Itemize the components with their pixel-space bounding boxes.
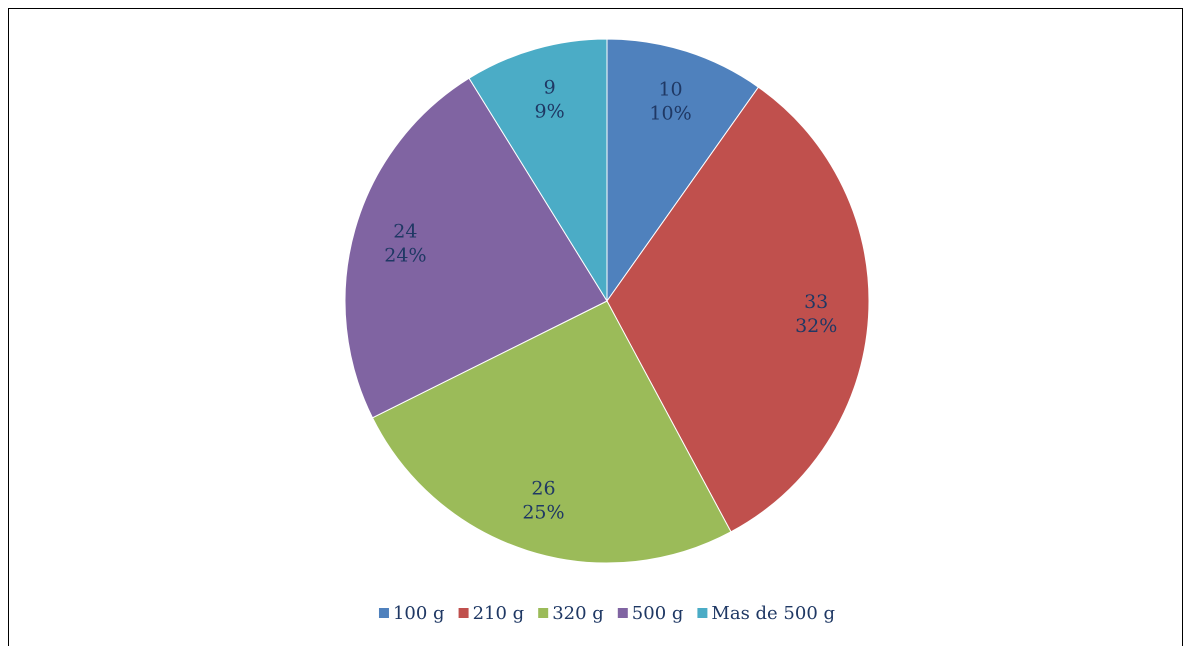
legend-label: 100 g [393,603,445,624]
legend-swatch [378,608,389,618]
legend-label: 320 g [552,603,604,624]
data-label: 10 [658,78,682,100]
percent-label: 32% [795,315,837,337]
legend: 100 g 210 g 320 g 500 g Mas de 500 g [378,603,835,624]
percent-label: 25% [522,502,564,524]
data-label: 9 [544,76,556,98]
pie-slice [344,77,608,419]
percent-label: 9% [535,100,565,122]
pie-slice [606,86,870,533]
percent-label: 24% [384,245,426,267]
pie-slice [606,38,760,303]
legend-swatch [458,608,469,618]
data-label: 24 [393,221,417,243]
legend-swatch [538,608,549,618]
legend-label: Mas de 500 g [711,603,835,624]
percent-label: 10% [649,102,691,124]
legend-swatch [697,608,708,618]
legend-label: 500 g [632,603,684,624]
data-label: 26 [531,478,555,500]
pie-slice [371,300,732,564]
data-label: 33 [804,291,828,313]
legend-label: 210 g [473,603,525,624]
pie-slice [468,38,608,303]
legend-swatch [617,608,628,618]
